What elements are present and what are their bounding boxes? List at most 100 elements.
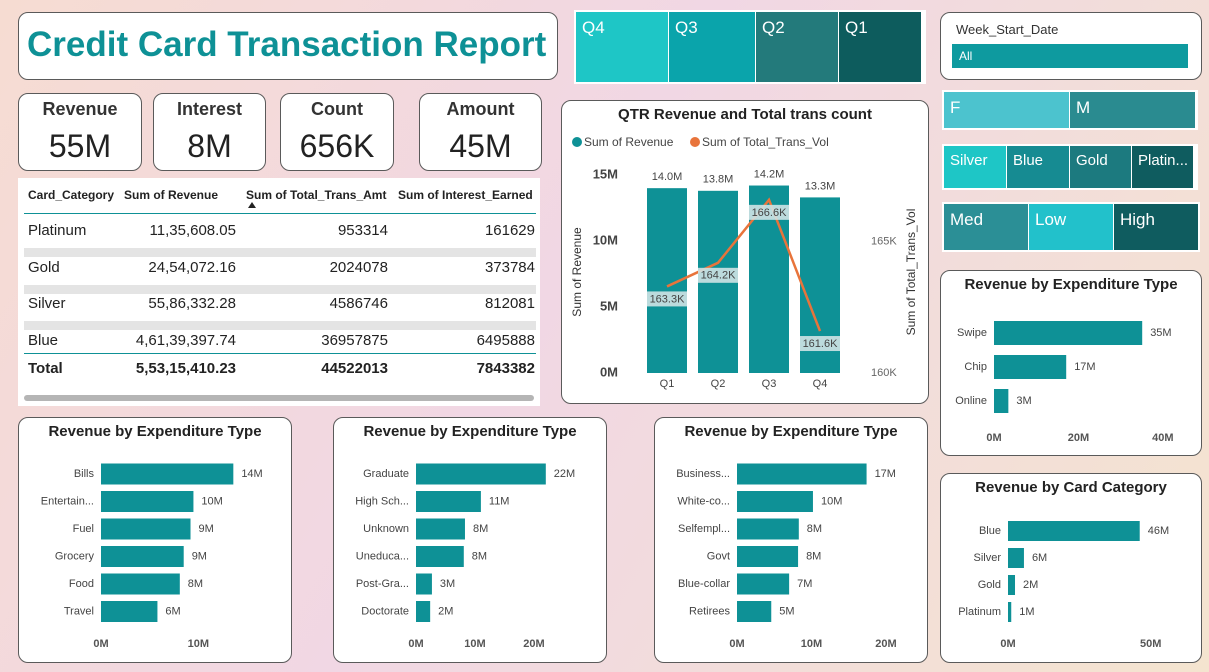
category-tile-label[interactable]: Silver	[950, 152, 988, 169]
bar	[416, 491, 481, 512]
row-stripe	[24, 285, 536, 294]
quarter-tile[interactable]: Q2	[756, 12, 838, 82]
quarter-tile[interactable]: Q3	[669, 12, 755, 82]
quarter-tile-label[interactable]: Q2	[762, 18, 785, 37]
kpi-card: Amount 45M	[419, 93, 542, 171]
value-label: 8M	[806, 550, 821, 562]
gender-tile[interactable]: M	[1070, 92, 1195, 128]
category-label: Post-Gra...	[356, 578, 409, 590]
y2-tick-label: 165K	[871, 236, 897, 248]
category-label: Online	[955, 395, 987, 407]
gender-tile[interactable]: F	[944, 92, 1069, 128]
quarter-tile[interactable]: Q4	[576, 12, 668, 82]
income-tile[interactable]: Low	[1029, 204, 1113, 250]
bar	[737, 518, 799, 540]
kpi-value: 45M	[449, 128, 512, 164]
gender-tile-label[interactable]: M	[1076, 98, 1091, 117]
y-tick-label: 0M	[600, 364, 618, 379]
legend-marker	[572, 137, 582, 147]
date-dropdown-value[interactable]: All	[959, 49, 973, 63]
category-label: Swipe	[957, 327, 987, 339]
table-cell: 953314	[337, 222, 388, 239]
chart-card: Revenue by Card Category Blue 46M Silver 6M G…	[940, 473, 1202, 663]
chart: Revenue by Expenditure Type Graduate 22M Hi…	[355, 423, 576, 650]
kpi-card: Count 656K	[280, 93, 394, 171]
bar	[994, 321, 1143, 345]
header-rule	[24, 213, 536, 214]
category-tile[interactable]: Gold	[1070, 146, 1131, 188]
x-tick-label: 0M	[408, 638, 423, 650]
x-tick-label: 20M	[1068, 432, 1089, 444]
quarter-tile[interactable]: Q1	[839, 12, 921, 82]
quarter-tile-label[interactable]: Q4	[582, 18, 605, 37]
date-dropdown[interactable]: All	[952, 44, 1188, 68]
income-tile[interactable]: Med	[944, 204, 1028, 250]
data-table: Card_Category Sum of Revenue Sum of Total_…	[18, 178, 540, 406]
gender-tile-label[interactable]: F	[950, 98, 961, 117]
bar	[994, 355, 1067, 379]
category-label: Silver	[973, 552, 1001, 564]
value-label: 14.2M	[754, 168, 785, 180]
chart-card: QTR Revenue and Total trans count Sum of …	[561, 100, 929, 404]
table-cell: 2024078	[329, 258, 388, 276]
bar	[1008, 575, 1016, 595]
x-tick-label: 0M	[93, 638, 108, 650]
table-cell: 373784	[484, 258, 535, 276]
income-tile[interactable]: High	[1114, 204, 1198, 250]
category-label: Grocery	[55, 550, 95, 562]
category-tile-label[interactable]: Platin...	[1138, 152, 1189, 169]
value-label: 13.3M	[805, 180, 836, 192]
bar	[737, 491, 813, 512]
bar	[416, 573, 432, 595]
category-label: Blue	[979, 525, 1001, 537]
quarter-tile-label[interactable]: Q3	[675, 18, 698, 37]
value-label: 14M	[241, 468, 262, 480]
kpi-value: 656K	[299, 128, 375, 164]
chart-title: QTR Revenue and Total trans count	[618, 106, 872, 123]
category-label: Selfempl...	[678, 523, 730, 535]
kpi-card: Revenue 55M	[18, 93, 142, 171]
scrollbar[interactable]	[24, 395, 534, 401]
value-label: 10M	[821, 495, 842, 507]
x-tick-label: Q1	[660, 378, 675, 390]
category-label: Platinum	[958, 606, 1001, 618]
bar	[101, 463, 234, 485]
value-label: 166.6K	[752, 207, 788, 219]
sort-arrow	[248, 202, 256, 208]
x-tick-label: Q4	[813, 378, 828, 390]
category-tile[interactable]: Blue	[1007, 146, 1069, 188]
income-tile-label[interactable]: Med	[950, 210, 984, 229]
value-label: 22M	[554, 468, 575, 480]
quarter-tile-label[interactable]: Q1	[845, 18, 868, 37]
value-label: 5M	[779, 605, 794, 617]
category-tile-label[interactable]: Blue	[1013, 152, 1044, 169]
kpi-card: Interest 8M	[153, 93, 266, 171]
x-tick-label: 0M	[986, 432, 1001, 444]
table-cell: 5,53,15,410.23	[135, 360, 236, 377]
value-label: 14.0M	[652, 171, 683, 183]
category-tile[interactable]: Platin...	[1132, 146, 1193, 188]
income-tile-label[interactable]: Low	[1035, 210, 1067, 229]
bar	[101, 546, 184, 567]
category-tile-label[interactable]: Gold	[1076, 152, 1108, 169]
category-label: Unknown	[363, 523, 409, 535]
y-axis-title: Sum of Revenue	[570, 227, 584, 317]
table-cell: 4586746	[329, 295, 388, 313]
row-stripe	[24, 248, 536, 257]
x-tick-label: 50M	[1140, 638, 1161, 650]
x-tick-label: 20M	[523, 638, 544, 650]
category-tile[interactable]: Silver	[944, 146, 1006, 188]
income-tile-label[interactable]: High	[1120, 210, 1155, 229]
value-label: 6M	[1032, 552, 1047, 564]
chart: Revenue by Card Category Blue 46M Silver 6M G…	[958, 479, 1169, 650]
value-label: 164.2K	[701, 270, 737, 282]
table-header: Sum of Total_Trans_Amt	[246, 188, 387, 202]
row-stripe	[24, 321, 536, 330]
chart-title: Revenue by Expenditure Type	[684, 423, 897, 440]
chart-card: Revenue by Expenditure Type Bills 14M Enter…	[18, 417, 292, 663]
table-cell: 4,61,39,397.74	[135, 332, 236, 350]
bar	[101, 491, 194, 512]
table-header: Sum of Revenue	[124, 188, 219, 202]
y2-axis-title: Sum of Total_Trans_Vol	[904, 209, 918, 336]
